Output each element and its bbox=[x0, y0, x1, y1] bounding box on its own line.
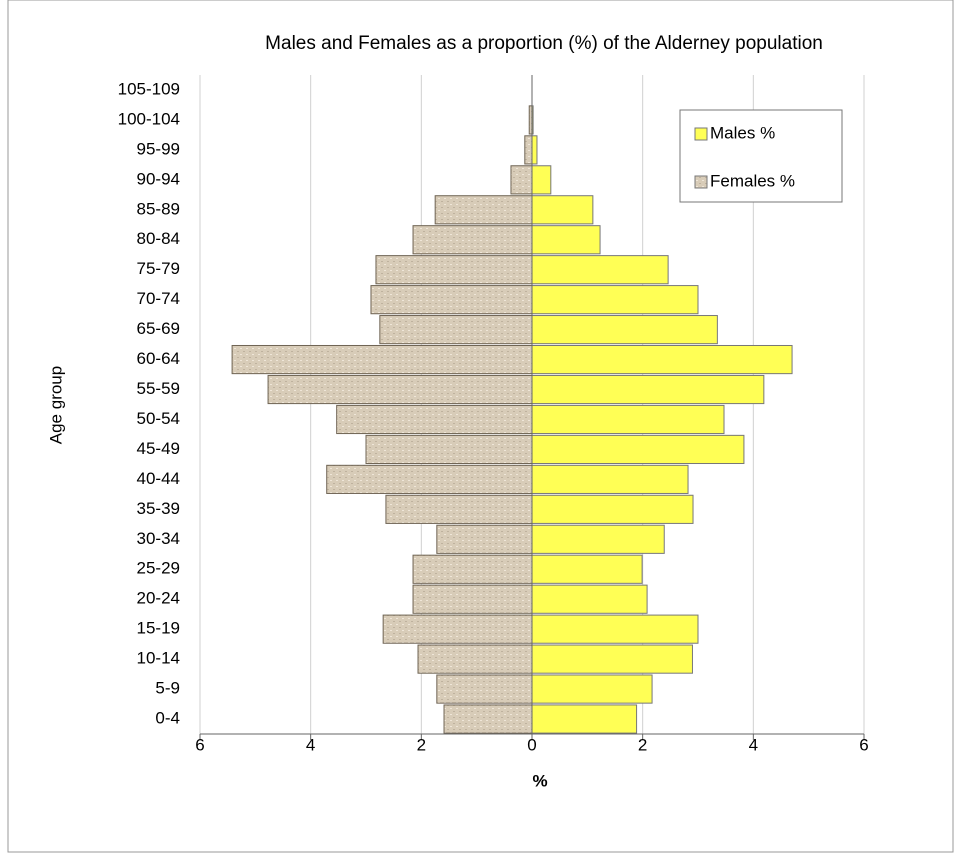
bar bbox=[326, 464, 533, 494]
bar bbox=[531, 584, 648, 614]
x-tick-label: 4 bbox=[306, 735, 315, 754]
y-tick-label: 50-54 bbox=[137, 409, 180, 428]
bar bbox=[531, 195, 594, 225]
bar bbox=[531, 434, 745, 465]
x-tick-label: 2 bbox=[417, 735, 426, 754]
y-tick-label: 100-104 bbox=[118, 109, 180, 128]
legend-label: Females % bbox=[710, 171, 795, 190]
y-tick-label: 35-39 bbox=[137, 499, 180, 518]
bar bbox=[531, 494, 694, 524]
y-tick-label: 5-9 bbox=[155, 679, 180, 698]
bar bbox=[379, 315, 533, 345]
y-tick-label: 80-84 bbox=[137, 229, 180, 248]
x-tick-label: 2 bbox=[638, 735, 647, 754]
x-tick-label: 0 bbox=[527, 735, 536, 754]
bar bbox=[531, 255, 669, 285]
y-tick-label: 45-49 bbox=[137, 439, 180, 458]
legend-label: Males % bbox=[710, 123, 775, 142]
y-tick-label: 55-59 bbox=[137, 379, 180, 398]
bar bbox=[231, 344, 533, 375]
bar bbox=[531, 315, 718, 345]
bar bbox=[531, 225, 601, 255]
bar bbox=[412, 554, 533, 584]
bar bbox=[412, 584, 533, 614]
bar bbox=[531, 374, 765, 405]
bar bbox=[531, 524, 665, 554]
y-tick-label: 65-69 bbox=[137, 319, 180, 338]
bar bbox=[365, 434, 533, 465]
bar bbox=[531, 165, 552, 195]
y-tick-label: 60-64 bbox=[137, 349, 180, 368]
bar bbox=[531, 135, 538, 165]
bar bbox=[436, 524, 533, 554]
bar bbox=[443, 704, 533, 734]
bar bbox=[531, 674, 653, 704]
x-tick-label: 6 bbox=[859, 735, 868, 754]
bar bbox=[436, 674, 533, 704]
x-tick-label: 4 bbox=[749, 735, 758, 754]
y-tick-label: 10-14 bbox=[137, 649, 180, 668]
y-tick-label: 95-99 bbox=[137, 139, 180, 158]
y-axis-label: Age group bbox=[46, 366, 65, 444]
legend-swatch bbox=[694, 175, 708, 189]
chart-frame bbox=[7, 0, 954, 853]
bar bbox=[524, 135, 533, 165]
bar bbox=[434, 195, 533, 225]
bar bbox=[412, 225, 533, 255]
legend-swatch bbox=[694, 127, 708, 141]
bar bbox=[375, 255, 533, 285]
bar bbox=[382, 614, 533, 644]
bar bbox=[510, 165, 533, 195]
chart-title: Males and Females as a proportion (%) of… bbox=[265, 33, 823, 54]
y-tick-label: 0-4 bbox=[155, 709, 180, 728]
bar bbox=[531, 704, 638, 734]
bar bbox=[531, 404, 725, 435]
bar bbox=[336, 404, 533, 435]
bar bbox=[531, 554, 643, 584]
x-axis-label: % bbox=[532, 771, 547, 790]
y-tick-label: 25-29 bbox=[137, 559, 180, 578]
y-tick-label: 75-79 bbox=[137, 259, 180, 278]
bar bbox=[267, 374, 533, 405]
bar bbox=[531, 464, 689, 494]
y-tick-label: 90-94 bbox=[137, 169, 180, 188]
bar bbox=[370, 285, 533, 315]
y-tick-label: 105-109 bbox=[118, 79, 180, 98]
bar bbox=[531, 644, 693, 674]
bar bbox=[531, 614, 699, 644]
bar bbox=[417, 644, 533, 674]
y-tick-label: 20-24 bbox=[137, 589, 180, 608]
bar bbox=[531, 344, 793, 375]
x-tick-label: 6 bbox=[195, 735, 204, 754]
y-tick-label: 30-34 bbox=[137, 529, 180, 548]
y-tick-label: 85-89 bbox=[137, 199, 180, 218]
y-tick-label: 15-19 bbox=[137, 619, 180, 638]
y-tick-label: 70-74 bbox=[137, 289, 180, 308]
y-tick-label: 40-44 bbox=[137, 469, 180, 488]
bar bbox=[531, 285, 699, 315]
bar bbox=[385, 494, 533, 524]
